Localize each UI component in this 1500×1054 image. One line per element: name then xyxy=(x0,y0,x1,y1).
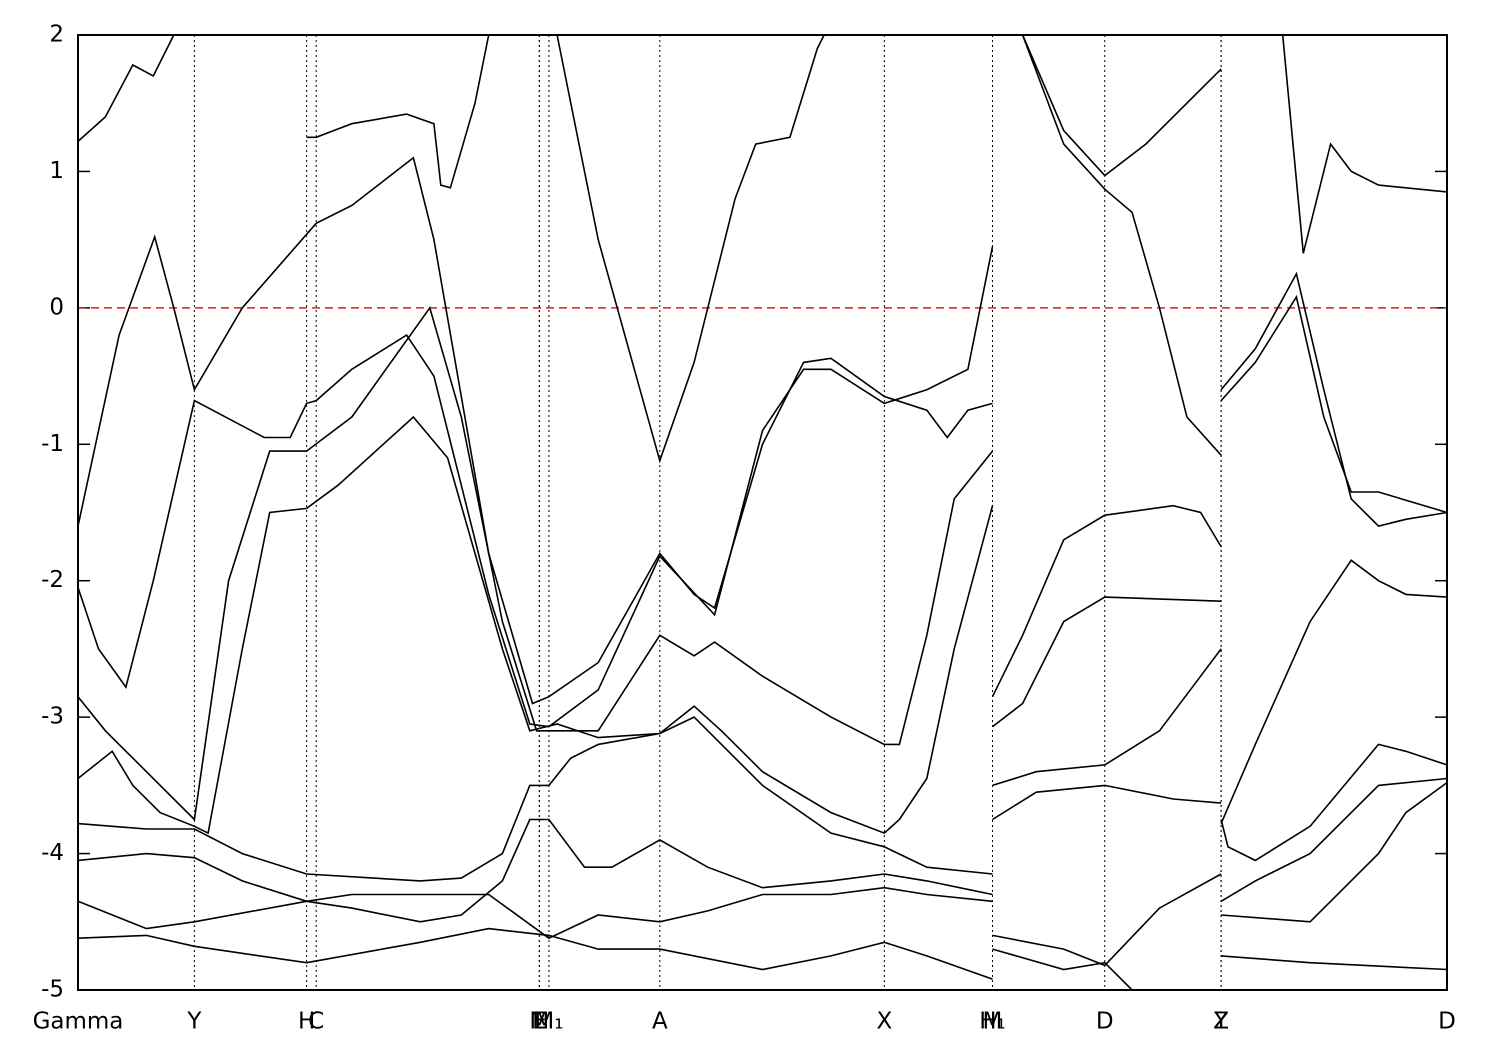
x-tick-label: Y xyxy=(1213,1009,1229,1035)
band xyxy=(1220,271,1448,527)
x-tick-label: A xyxy=(652,1009,668,1035)
x-tick-label: Z xyxy=(1213,1009,1229,1035)
band xyxy=(992,784,1222,821)
band xyxy=(1221,955,1448,971)
band xyxy=(1021,34,1222,177)
band xyxy=(1220,777,1448,902)
y-tick-label: -4 xyxy=(41,840,64,866)
band xyxy=(77,246,994,728)
band xyxy=(1220,294,1448,514)
band xyxy=(77,415,994,835)
x-tick-label: D xyxy=(1438,1009,1456,1035)
y-tick-label: -1 xyxy=(41,431,64,457)
y-tick-label: -5 xyxy=(41,977,64,1003)
band xyxy=(1220,743,1448,862)
x-tick-label: Y xyxy=(186,1009,202,1035)
y-tick-label: -2 xyxy=(41,567,64,593)
x-tick-label: C xyxy=(308,1009,324,1035)
x-tick-label: H₁ xyxy=(979,1009,1006,1035)
band xyxy=(77,886,993,940)
band xyxy=(1221,781,1448,923)
band xyxy=(77,927,993,980)
band xyxy=(992,948,1133,991)
band xyxy=(77,716,993,882)
x-tick-label: Gamma xyxy=(33,1009,124,1035)
y-tick-label: 1 xyxy=(49,158,64,184)
band xyxy=(992,873,1222,967)
x-tick-label: M₁ xyxy=(534,1009,563,1035)
x-tick-label: X xyxy=(876,1009,892,1035)
x-tick-label: M xyxy=(983,1009,1003,1035)
y-tick-label: 2 xyxy=(49,22,64,48)
band xyxy=(1281,34,1448,254)
x-tick-label: E xyxy=(532,1009,547,1035)
x-tick-label: D xyxy=(1096,1009,1114,1035)
y-tick-label: 0 xyxy=(49,294,64,320)
band xyxy=(77,156,993,705)
band xyxy=(1220,559,1448,824)
band xyxy=(991,504,1222,698)
band xyxy=(992,596,1222,728)
band xyxy=(556,34,825,464)
x-tick-label: H xyxy=(298,1009,315,1035)
band xyxy=(992,648,1222,787)
band xyxy=(77,34,490,189)
plot-frame xyxy=(77,34,1448,991)
band xyxy=(1021,34,1222,456)
band xyxy=(77,818,993,923)
x-tick-label: M xyxy=(529,1009,549,1035)
band xyxy=(77,306,994,822)
y-tick-label: -3 xyxy=(41,704,64,730)
